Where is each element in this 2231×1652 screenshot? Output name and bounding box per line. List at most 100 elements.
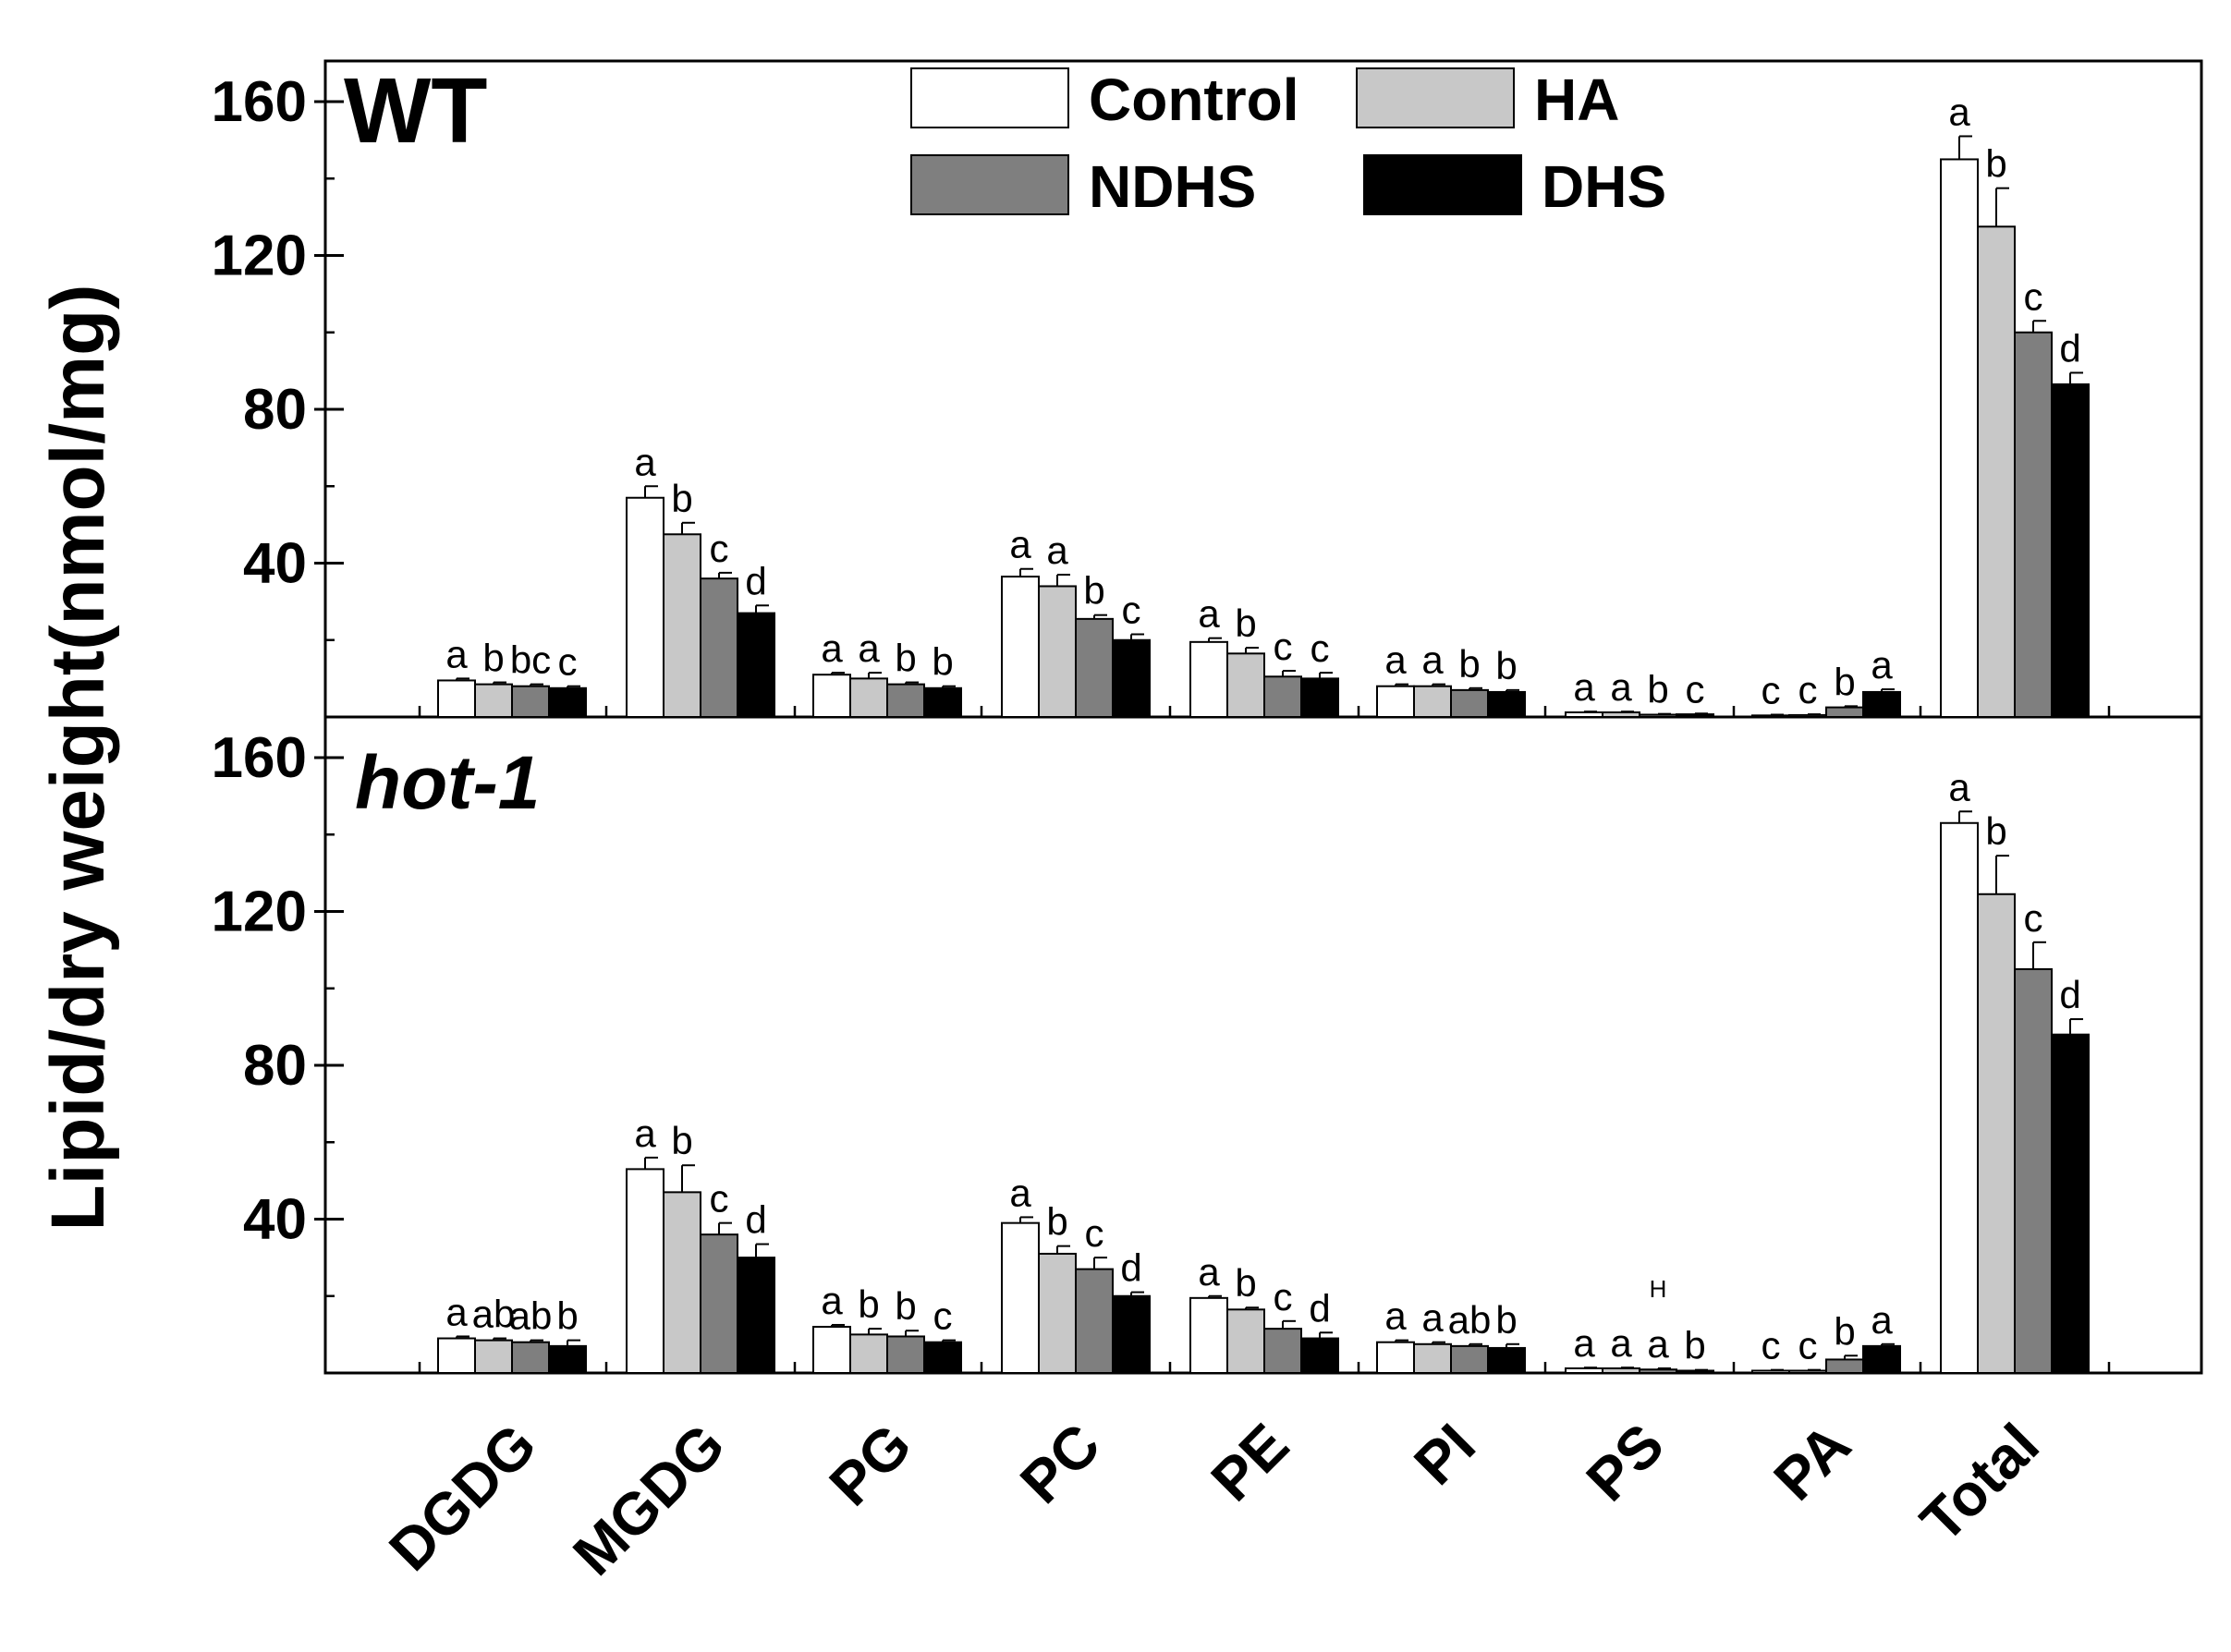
sig-letter: b bbox=[932, 640, 953, 684]
sig-letter: a bbox=[1384, 638, 1407, 682]
sig-letter: a bbox=[1009, 523, 1031, 566]
bar-hot-1-MGDG-DHS bbox=[737, 1257, 775, 1374]
bar-hot-1-PC-DHS bbox=[1112, 1294, 1151, 1374]
bar-hot-1-PI-Control bbox=[1376, 1341, 1415, 1374]
sig-letter: c bbox=[1085, 1211, 1104, 1255]
bar-WT-PG-HA bbox=[849, 677, 888, 718]
bar-WT-DGDG-DHS bbox=[548, 686, 587, 718]
sig-letter: a bbox=[1009, 1171, 1031, 1214]
sig-letter: b bbox=[1495, 644, 1517, 687]
bar-hot-1-PA-HA bbox=[1788, 1369, 1827, 1374]
bar-hot-1-Total-Control bbox=[1940, 821, 1979, 1374]
category-label: PA bbox=[1761, 1411, 1862, 1512]
sig-letter: d bbox=[745, 1198, 766, 1242]
sig-letter: a bbox=[1948, 90, 1970, 133]
bar-WT-PG-DHS bbox=[923, 686, 962, 718]
sig-letter: b bbox=[1834, 1309, 1855, 1353]
sig-letter: a bbox=[1610, 1321, 1632, 1365]
y-tick-label: 40 bbox=[243, 532, 307, 596]
bar-WT-PE-DHS bbox=[1300, 677, 1339, 718]
sig-letter: a bbox=[821, 626, 843, 670]
bar-hot-1-MGDG-NDHS bbox=[700, 1233, 738, 1375]
bar-hot-1-PA-NDHS bbox=[1825, 1358, 1864, 1375]
sig-letter: a bbox=[445, 632, 468, 675]
sig-letter: a bbox=[634, 1111, 656, 1155]
legend-swatch-ndhs bbox=[910, 154, 1069, 215]
y-tick-label: 160 bbox=[212, 70, 307, 134]
category-label: Total bbox=[1908, 1411, 2052, 1555]
sig-letter: c bbox=[558, 640, 578, 684]
sig-letter: b bbox=[482, 637, 504, 680]
bar-hot-1-PS-Control bbox=[1565, 1367, 1603, 1375]
sig-letter: a bbox=[1198, 1250, 1220, 1294]
sig-letter: b bbox=[1458, 642, 1480, 686]
bar-WT-Total-DHS bbox=[2051, 383, 2090, 718]
sig-letter: a bbox=[1384, 1294, 1407, 1338]
sig-letter: d bbox=[1309, 1286, 1330, 1330]
legend-label-dhs: DHS bbox=[1542, 153, 1666, 220]
bar-hot-1-PE-HA bbox=[1226, 1308, 1265, 1374]
sig-letter: ab bbox=[472, 1293, 516, 1336]
sig-letter: a bbox=[1421, 1296, 1444, 1340]
bar-WT-PG-Control bbox=[812, 674, 851, 719]
y-tick-label: 80 bbox=[243, 378, 307, 442]
bar-WT-PG-NDHS bbox=[886, 683, 925, 719]
bar-hot-1-PE-DHS bbox=[1300, 1337, 1339, 1374]
sig-letter: b bbox=[671, 1119, 692, 1162]
y-tick-label: 40 bbox=[243, 1188, 307, 1252]
bar-WT-Total-HA bbox=[1977, 225, 2016, 718]
y-ticks: 40 80 120 160 40 80 120 160 bbox=[212, 70, 344, 1297]
bar-WT-MGDG-Control bbox=[626, 496, 664, 718]
bar-hot-1-PE-Control bbox=[1189, 1296, 1228, 1375]
sig-letter: c bbox=[1798, 1324, 1818, 1367]
y-tick-label: 120 bbox=[212, 881, 307, 944]
bar-WT-PC-DHS bbox=[1112, 638, 1151, 718]
bar-hot-1-PC-Control bbox=[1001, 1221, 1040, 1374]
sig-letter: b bbox=[895, 1284, 916, 1328]
category-label: DGDG bbox=[376, 1411, 549, 1584]
sig-letter: c bbox=[1122, 589, 1141, 632]
sig-letter: a bbox=[1647, 1322, 1669, 1366]
x-ticks bbox=[418, 706, 2111, 1373]
category-label: MGDG bbox=[560, 1411, 738, 1588]
sig-letter: c bbox=[710, 527, 729, 570]
bar-WT-DGDG-Control bbox=[437, 679, 476, 718]
sig-letter: c bbox=[1762, 1324, 1781, 1367]
bar-hot-1-PE-NDHS bbox=[1263, 1328, 1302, 1374]
category-label: PE bbox=[1199, 1411, 1301, 1513]
wt-panel-frame bbox=[323, 59, 2203, 719]
category-label: PS bbox=[1574, 1411, 1676, 1513]
bar-hot-1-PA-DHS bbox=[1862, 1344, 1901, 1375]
bar-WT-DGDG-HA bbox=[474, 683, 513, 719]
sig-letter: a bbox=[445, 1290, 468, 1333]
bar-WT-PI-HA bbox=[1413, 685, 1452, 719]
category-labels: DGDG MGDG PG PC PE PI PS PA Total bbox=[376, 1411, 2052, 1588]
bar-hot-1-PS-NDHS bbox=[1639, 1368, 1677, 1375]
bar-hot-1-PG-Control bbox=[812, 1326, 851, 1375]
sig-letter: c bbox=[1798, 668, 1818, 711]
sig-letter: a bbox=[1610, 665, 1632, 709]
bar-WT-MGDG-DHS bbox=[737, 612, 775, 718]
sig-letter: ab bbox=[509, 1294, 553, 1338]
bar-WT-PC-Control bbox=[1001, 576, 1040, 718]
legend-swatch-dhs bbox=[1363, 154, 1522, 215]
sig-letter: b bbox=[1083, 569, 1104, 613]
sig-letter: a bbox=[1573, 1321, 1595, 1365]
bar-hot-1-PS-DHS bbox=[1676, 1369, 1714, 1374]
bar-hot-1-Total-NDHS bbox=[2014, 967, 2053, 1374]
sig-letter: d bbox=[745, 559, 766, 602]
bar-WT-PI-NDHS bbox=[1450, 688, 1489, 718]
bar-hot-1-PI-NDHS bbox=[1450, 1344, 1489, 1375]
sig-letter: b bbox=[556, 1294, 578, 1338]
sig-letter: b bbox=[858, 1282, 879, 1326]
sig-letter: d bbox=[2059, 326, 2080, 370]
legend-label-ha: HA bbox=[1534, 67, 1619, 133]
bar-hot-1-DGDG-Control bbox=[437, 1337, 476, 1374]
sig-letter: d bbox=[1120, 1246, 1141, 1290]
bar-WT-PE-Control bbox=[1189, 640, 1228, 718]
sig-letter: b bbox=[1046, 1200, 1067, 1244]
bar-hot-1-DGDG-DHS bbox=[548, 1344, 587, 1375]
legend-swatch-ha bbox=[1356, 67, 1515, 128]
bar-hot-1-PG-HA bbox=[849, 1333, 888, 1374]
sig-letter: c bbox=[1686, 667, 1705, 711]
